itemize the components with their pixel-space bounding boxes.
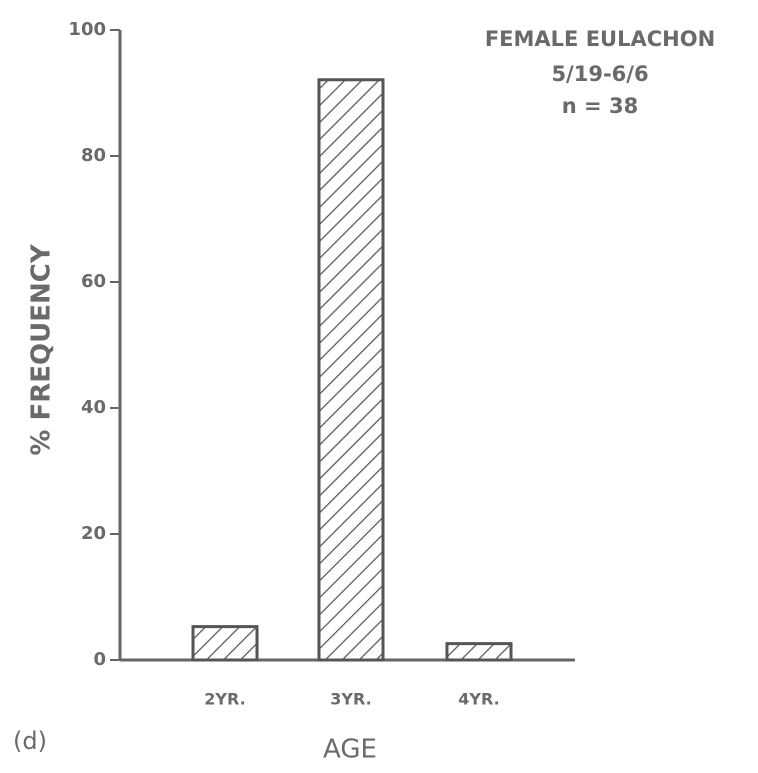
- panel-label: (d): [13, 727, 47, 755]
- x-tick-label: 2YR.: [204, 690, 245, 709]
- chart-title: FEMALE EULACHON: [485, 27, 715, 51]
- annotation: n = 38: [562, 94, 638, 118]
- bar: [191, 625, 259, 662]
- x-axis-label: AGE: [323, 735, 377, 765]
- bar: [317, 78, 385, 662]
- y-tick-label: 60: [81, 271, 106, 292]
- y-tick-label: 40: [81, 397, 106, 418]
- y-tick-label: 0: [93, 649, 106, 670]
- x-tick-label: 4YR.: [458, 690, 499, 709]
- x-tick-label: 3YR.: [330, 690, 371, 709]
- chart-subtitle: 5/19-6/6: [551, 62, 648, 86]
- y-tick-label: 100: [68, 19, 106, 40]
- bar: [445, 642, 513, 662]
- y-tick-label: 20: [81, 523, 106, 544]
- y-tick-label: 80: [81, 145, 106, 166]
- y-axis-label: % FREQUENCY: [27, 243, 57, 455]
